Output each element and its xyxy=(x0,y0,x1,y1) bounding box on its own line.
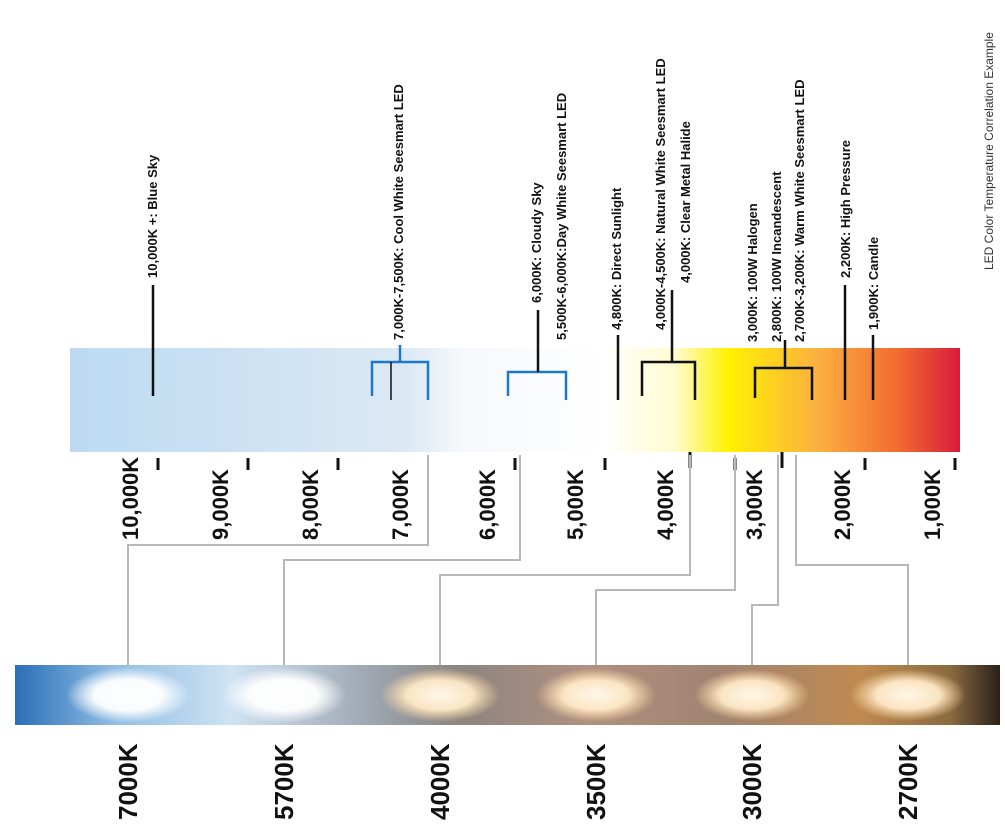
tick-label: 3,000K xyxy=(742,469,767,540)
led-glow xyxy=(694,669,810,721)
tick-label: 1,000K xyxy=(920,469,945,540)
annotation-markers xyxy=(151,285,875,400)
annotation-labels: 10,000K +: Blue Sky 7,000K-7,500K: Cool … xyxy=(145,58,881,342)
tick-label: 9,000K xyxy=(208,469,233,540)
tick-label: 6,000K xyxy=(475,469,500,540)
led-glow xyxy=(850,669,966,721)
annotation-label: 1,900K: Candle xyxy=(866,237,881,330)
tick-label: 8,000K xyxy=(298,469,323,540)
annotation-label: 2,800K: 100W Incandescent xyxy=(769,171,784,342)
annotation-label: 6,000K: Cloudy Sky xyxy=(529,182,544,303)
strip-label: 5700K xyxy=(269,743,299,820)
strip-label: 4000K xyxy=(425,743,455,820)
led-glow xyxy=(536,668,656,722)
temperature-scale-bar xyxy=(70,348,960,452)
caption: LED Color Temperature Correlation Exampl… xyxy=(982,32,996,270)
led-glows xyxy=(66,667,966,723)
strip-label: 3500K xyxy=(581,743,611,820)
led-glow xyxy=(222,667,346,723)
led-glow xyxy=(66,667,190,723)
strip-label: 7000K xyxy=(113,743,143,820)
connector-lines xyxy=(127,455,909,668)
tick-label: 7,000K xyxy=(388,469,413,540)
annotation-label: 2,700K-3,200K: Warm White Seesmart LED xyxy=(792,79,807,342)
tick-label: 4,000K xyxy=(653,469,678,540)
strip-label: 2700K xyxy=(893,743,923,820)
annotation-label: 2,200K: High Pressure xyxy=(838,140,853,278)
annotation-label: 7,000K-7,500K: Cool White Seesmart LED xyxy=(391,84,406,340)
tick-label: 2,000K xyxy=(830,469,855,540)
tick-label: 10,000K xyxy=(118,457,143,540)
annotation-label: 5,500K-6,000K:Day White Seesmart LED xyxy=(554,93,569,340)
annotation-label: 3,000K: 100W Halogen xyxy=(745,203,760,342)
tick-label: 5,000K xyxy=(563,469,588,540)
annotation-label: 10,000K +: Blue Sky xyxy=(145,154,160,278)
scale-tick-marks xyxy=(156,452,957,470)
strip-label: 3000K xyxy=(737,743,767,820)
annotation-label: 4,000K: Clear Metal Halide xyxy=(678,121,693,283)
annotation-label: 4,000K-4,500K: Natural White Seesmart LE… xyxy=(653,58,668,330)
annotation-label: 4,800K: Direct Sunlight xyxy=(609,187,624,330)
strip-labels: 7000K 5700K 4000K 3500K 3000K 2700K xyxy=(113,743,923,820)
scale-tick-labels: 10,000K 9,000K 8,000K 7,000K 6,000K 5,00… xyxy=(118,457,945,540)
led-glow xyxy=(380,668,500,722)
